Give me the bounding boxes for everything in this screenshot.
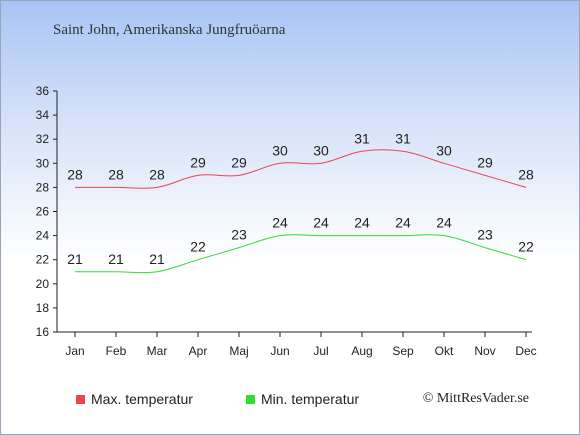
data-label-max: 30 (272, 142, 288, 158)
x-tick-label: Jun (270, 344, 289, 358)
data-label-min: 22 (190, 239, 206, 255)
x-tick-label: Feb (106, 344, 127, 358)
data-label-min: 24 (395, 215, 411, 231)
chart-series (74, 149, 527, 274)
legend-item-min: Min. temperatur (246, 391, 359, 407)
chart-axes: 16 18 20 22 24 26 28 30 32 34 36 Jan Feb Mar Apr Maj Jun… (36, 84, 537, 358)
data-label-min: 24 (313, 215, 329, 231)
data-labels: 28 28 28 29 29 30 30 31 31 30 29 28 21 21 21 22 23 24 24 24… (67, 130, 534, 267)
x-tick-label: Maj (229, 344, 248, 358)
x-tick-label: Aug (351, 344, 372, 358)
data-label-min: 22 (518, 239, 534, 255)
x-tick-label: Okt (435, 344, 454, 358)
y-tick-label: 24 (36, 229, 50, 243)
series-line-max (75, 149, 527, 189)
y-tick-label: 16 (36, 325, 50, 339)
x-tick-label: Nov (474, 344, 495, 358)
legend-item-max: Max. temperatur (76, 391, 193, 407)
y-tick-label: 20 (36, 277, 50, 291)
y-tick-label: 32 (36, 132, 50, 146)
x-tick-label: Dec (515, 344, 536, 358)
y-tick-label: 34 (36, 108, 50, 122)
data-label-max: 30 (313, 142, 329, 158)
data-label-max: 28 (108, 166, 124, 182)
data-label-max: 31 (395, 130, 411, 146)
x-tick-label: Sep (392, 344, 414, 358)
data-label-min: 24 (354, 215, 370, 231)
series-line-min (74, 234, 527, 274)
legend-label-max: Max. temperatur (91, 391, 193, 407)
y-tick-label: 30 (36, 156, 50, 170)
data-label-min: 24 (436, 215, 452, 231)
data-label-max: 30 (436, 142, 452, 158)
legend-label-min: Min. temperatur (261, 391, 360, 407)
data-label-max: 28 (149, 166, 165, 182)
data-label-min: 21 (67, 251, 83, 267)
y-tick-label: 18 (36, 301, 50, 315)
y-tick-label: 26 (36, 205, 50, 219)
data-label-min: 24 (272, 215, 288, 231)
data-label-max: 29 (190, 154, 206, 170)
data-label-max: 29 (477, 154, 493, 170)
data-label-min: 23 (231, 227, 247, 243)
x-tick-label: Jul (313, 344, 328, 358)
data-label-max: 31 (354, 130, 370, 146)
copyright-text: © MittResVader.se (422, 391, 529, 406)
y-tick-label: 22 (36, 253, 50, 267)
data-label-max: 28 (518, 166, 534, 182)
data-label-min: 21 (149, 251, 165, 267)
data-label-min: 23 (477, 227, 493, 243)
x-tick-label: Apr (189, 344, 208, 358)
legend-swatch-max (76, 394, 85, 404)
x-tick-label: Mar (147, 344, 168, 358)
y-tick-label: 28 (36, 180, 50, 194)
x-tick-label: Jan (65, 344, 84, 358)
legend-swatch-min (246, 394, 255, 404)
data-label-max: 28 (67, 166, 83, 182)
data-label-max: 29 (231, 154, 247, 170)
chart-title: Saint John, Amerikanska Jungfruöarna (53, 22, 286, 38)
y-tick-label: 36 (36, 84, 50, 98)
data-label-min: 21 (108, 251, 124, 267)
